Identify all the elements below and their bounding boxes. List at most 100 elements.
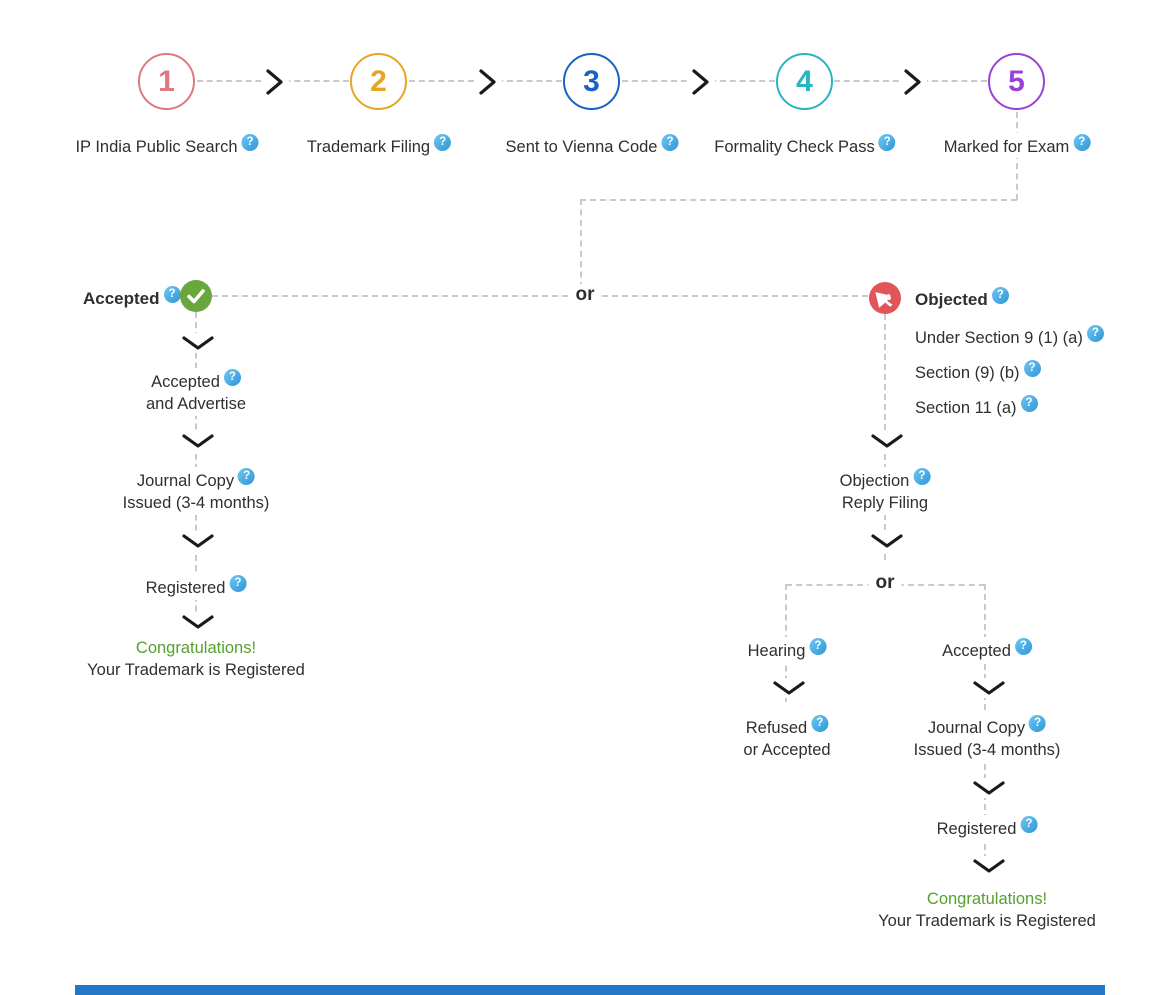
- node-text: Journal Copy: [927, 719, 1026, 737]
- help-icon[interactable]: ?: [238, 468, 256, 485]
- step-number: 2: [370, 64, 387, 98]
- step-label-text: Trademark Filing: [306, 138, 431, 156]
- footer-accent-bar: [75, 985, 1105, 995]
- step-label-ip-india-public-search: IP India Public Search?: [72, 133, 262, 158]
- help-icon[interactable]: ?: [661, 134, 679, 151]
- help-icon[interactable]: ?: [163, 286, 181, 303]
- objected-section-2: Section (9) (b)?: [912, 359, 1044, 384]
- node-text: Reply Filing: [841, 494, 929, 512]
- node-text: Hearing: [747, 642, 806, 660]
- arrow-down-icon: [769, 678, 809, 698]
- node-journal-copy: Journal Copy? Issued (3-4 months): [117, 467, 275, 515]
- help-icon[interactable]: ?: [991, 287, 1009, 304]
- node-text: Accepted: [942, 642, 1011, 660]
- help-icon[interactable]: ?: [1073, 134, 1091, 151]
- node-objection-reply-filing: Objection? Reply Filing: [834, 467, 936, 515]
- help-icon[interactable]: ?: [1014, 638, 1032, 655]
- arrow-down-icon: [178, 531, 218, 551]
- node-accepted-and-advertise: Accepted? and Advertise: [141, 368, 251, 416]
- step-label-formality-check-pass: Formality Check Pass?: [711, 133, 899, 158]
- congrats-text: Congratulations!: [135, 639, 257, 657]
- congrats-text: Congratulations!: [926, 890, 1048, 908]
- node-congratulations-2: Congratulations! Your Trademark is Regis…: [873, 887, 1101, 933]
- help-icon[interactable]: ?: [1086, 325, 1104, 342]
- node-congratulations: Congratulations! Your Trademark is Regis…: [82, 636, 310, 682]
- section-text: Section 11 (a): [915, 399, 1017, 417]
- help-icon[interactable]: ?: [1029, 715, 1047, 732]
- node-line: Journal Copy?: [914, 715, 1061, 739]
- step-label-marked-for-exam: Marked for Exam?: [940, 133, 1094, 158]
- node-accepted-2: Accepted?: [937, 637, 1037, 663]
- or-label-secondary: or: [868, 572, 902, 594]
- node-text: Registered: [936, 820, 1017, 838]
- node-text: Issued (3-4 months): [913, 741, 1061, 759]
- step-label-text: Formality Check Pass: [714, 138, 875, 156]
- node-text: Accepted: [151, 373, 220, 391]
- section-text: Under Section 9 (1) (a): [915, 329, 1083, 347]
- help-icon[interactable]: ?: [241, 134, 259, 151]
- node-text: and Advertise: [146, 395, 246, 413]
- help-icon[interactable]: ?: [1020, 395, 1038, 412]
- node-hearing: Hearing?: [742, 637, 832, 663]
- arrow-right-icon: [899, 67, 927, 97]
- check-icon: [180, 280, 212, 312]
- step-label-text: IP India Public Search: [75, 138, 238, 156]
- connector-elbow-horizontal: [580, 199, 1017, 201]
- congrats-subtext: Your Trademark is Registered: [878, 912, 1096, 930]
- arrow-down-icon: [969, 856, 1009, 876]
- node-registered-2: Registered?: [931, 815, 1043, 841]
- node-journal-copy-2: Journal Copy? Issued (3-4 months): [908, 714, 1066, 762]
- step-label-sent-to-vienna-code: Sent to Vienna Code?: [502, 133, 682, 158]
- step-label-trademark-filing: Trademark Filing?: [303, 133, 455, 158]
- megaphone-icon: [869, 282, 901, 314]
- arrow-down-icon: [178, 612, 218, 632]
- arrow-down-icon: [178, 431, 218, 451]
- help-icon[interactable]: ?: [913, 468, 931, 485]
- step-circle-5: 5: [988, 53, 1045, 110]
- step-number: 3: [583, 64, 600, 98]
- node-line: Refused?: [743, 715, 830, 739]
- step-circle-2: 2: [350, 53, 407, 110]
- section-text: Section (9) (b): [915, 364, 1020, 382]
- objected-section-3: Section 11 (a)?: [912, 394, 1041, 419]
- or-label-primary: or: [568, 284, 602, 306]
- help-icon[interactable]: ?: [878, 134, 896, 151]
- node-line: Objection?: [840, 468, 931, 492]
- step-number: 5: [1008, 64, 1025, 98]
- help-icon[interactable]: ?: [229, 575, 247, 592]
- help-icon[interactable]: ?: [223, 369, 241, 386]
- step-circle-4: 4: [776, 53, 833, 110]
- arrow-down-icon: [969, 778, 1009, 798]
- node-registered: Registered?: [140, 574, 252, 600]
- arrow-right-icon: [261, 67, 289, 97]
- node-text: Objection: [839, 472, 910, 490]
- arrow-right-icon: [687, 67, 715, 97]
- arrow-down-icon: [867, 431, 907, 451]
- node-refused-or-accepted: Refused? or Accepted: [738, 714, 836, 762]
- arrow-down-icon: [178, 333, 218, 353]
- step-label-text: Marked for Exam: [943, 138, 1070, 156]
- help-icon[interactable]: ?: [1020, 816, 1038, 833]
- help-icon[interactable]: ?: [811, 715, 829, 732]
- help-icon[interactable]: ?: [809, 638, 827, 655]
- node-text: Issued (3-4 months): [122, 494, 270, 512]
- objected-title-text: Objected: [915, 290, 988, 309]
- help-icon[interactable]: ?: [1023, 360, 1041, 377]
- step-number: 1: [158, 64, 175, 98]
- step-circle-1: 1: [138, 53, 195, 110]
- help-icon[interactable]: ?: [434, 134, 452, 151]
- congrats-subtext: Your Trademark is Registered: [87, 661, 305, 679]
- accepted-title: Accepted?: [80, 285, 184, 310]
- connector-elbow-down: [580, 199, 582, 288]
- arrow-down-icon: [867, 531, 907, 551]
- node-line: Journal Copy?: [123, 468, 270, 492]
- objected-title: Objected?: [912, 286, 1012, 311]
- arrow-down-icon: [969, 678, 1009, 698]
- node-text: or Accepted: [743, 741, 831, 759]
- arrow-right-icon: [474, 67, 502, 97]
- node-text: Registered: [145, 579, 226, 597]
- objected-section-1: Under Section 9 (1) (a)?: [912, 324, 1107, 349]
- node-text: Refused: [745, 719, 808, 737]
- node-text: Journal Copy: [136, 472, 235, 490]
